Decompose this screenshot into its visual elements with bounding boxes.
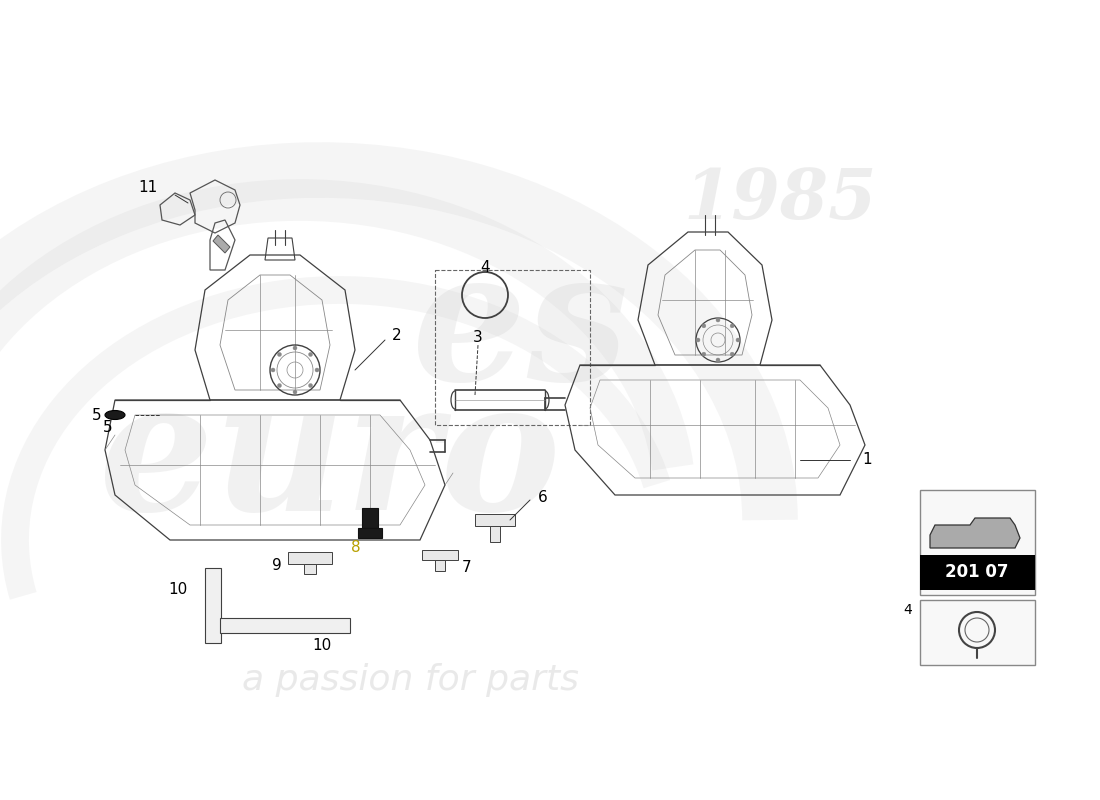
Text: 10: 10 — [312, 638, 331, 653]
Bar — [920, 600, 1035, 665]
Text: es: es — [411, 242, 628, 418]
Polygon shape — [304, 564, 316, 574]
Text: 4: 4 — [481, 261, 490, 275]
Text: 1985: 1985 — [683, 166, 877, 234]
Text: 201 07: 201 07 — [945, 563, 1009, 581]
Circle shape — [277, 353, 282, 357]
Circle shape — [315, 368, 319, 372]
Polygon shape — [490, 526, 500, 542]
Bar — [205, 568, 221, 643]
Circle shape — [716, 358, 720, 362]
Text: 11: 11 — [139, 181, 158, 195]
Circle shape — [271, 368, 275, 372]
Bar — [220, 618, 350, 633]
Text: euro: euro — [99, 372, 561, 548]
Polygon shape — [434, 560, 446, 571]
Circle shape — [696, 338, 700, 342]
Circle shape — [309, 383, 312, 387]
Circle shape — [293, 346, 297, 350]
Text: a passion for parts: a passion for parts — [242, 663, 579, 697]
Polygon shape — [362, 508, 378, 528]
Circle shape — [730, 352, 734, 356]
Polygon shape — [288, 552, 332, 564]
Text: 10: 10 — [168, 582, 188, 598]
Polygon shape — [930, 518, 1020, 548]
Text: 2: 2 — [392, 329, 402, 343]
Text: 8: 8 — [351, 541, 361, 555]
Polygon shape — [422, 550, 458, 560]
Circle shape — [293, 390, 297, 394]
Circle shape — [730, 324, 734, 328]
Text: 1: 1 — [862, 453, 871, 467]
Bar — [920, 490, 1035, 595]
Text: 4: 4 — [903, 603, 912, 617]
Bar — [434, 270, 590, 425]
Circle shape — [277, 383, 282, 387]
Text: 3: 3 — [473, 330, 483, 345]
Polygon shape — [213, 235, 230, 253]
Circle shape — [702, 324, 706, 328]
Bar — [920, 555, 1035, 590]
Circle shape — [309, 353, 312, 357]
Text: 5: 5 — [92, 407, 101, 422]
Polygon shape — [475, 514, 515, 526]
Circle shape — [736, 338, 740, 342]
Text: 9: 9 — [273, 558, 282, 573]
Circle shape — [716, 318, 720, 322]
Text: 7: 7 — [462, 561, 472, 575]
Text: 5: 5 — [103, 421, 113, 435]
Ellipse shape — [104, 410, 125, 419]
Circle shape — [702, 352, 706, 356]
Polygon shape — [358, 528, 382, 538]
Text: 6: 6 — [538, 490, 548, 505]
